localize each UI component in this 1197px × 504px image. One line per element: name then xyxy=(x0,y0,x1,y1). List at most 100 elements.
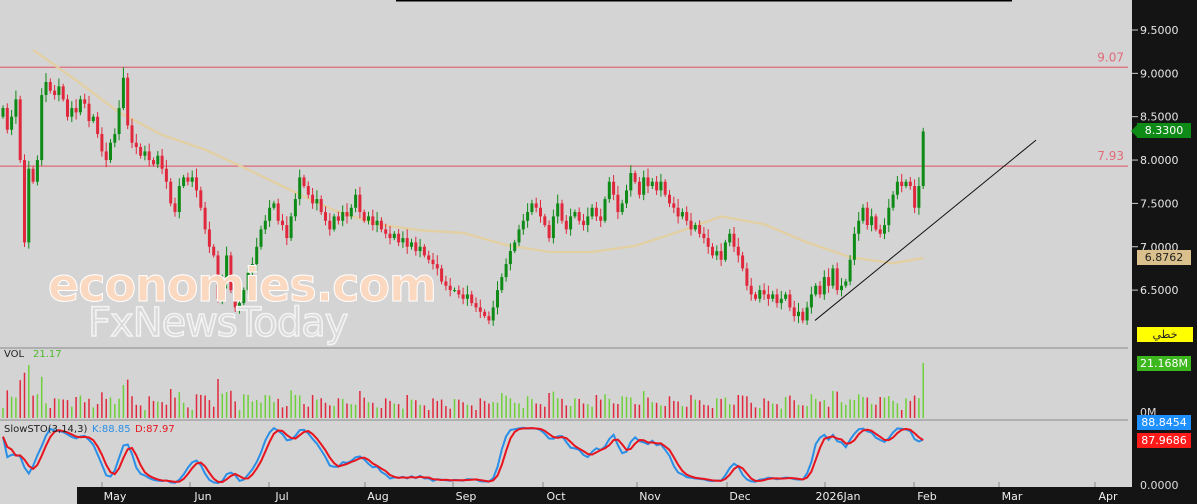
candle-body[interactable] xyxy=(100,134,104,152)
candle-body[interactable] xyxy=(620,203,624,213)
candle-body[interactable] xyxy=(324,212,327,221)
candle-body[interactable] xyxy=(465,294,469,299)
candle-body[interactable] xyxy=(461,294,465,299)
candle-body[interactable] xyxy=(61,86,65,100)
candle-body[interactable] xyxy=(1,108,5,117)
candle-body[interactable] xyxy=(242,290,246,304)
candle-body[interactable] xyxy=(332,216,336,230)
candle-body[interactable] xyxy=(801,311,805,321)
candle-body[interactable] xyxy=(10,116,14,130)
candle-body[interactable] xyxy=(564,220,568,230)
candle-body[interactable] xyxy=(745,268,749,286)
candle-body[interactable] xyxy=(711,246,714,256)
candle-body[interactable] xyxy=(556,203,560,217)
candle-body[interactable] xyxy=(285,225,289,239)
candle-body[interactable] xyxy=(513,242,517,252)
candle-body[interactable] xyxy=(689,220,693,230)
candle-body[interactable] xyxy=(177,186,181,213)
candle-body[interactable] xyxy=(401,238,405,243)
candle-body[interactable] xyxy=(887,207,891,226)
candle-body[interactable] xyxy=(134,142,138,148)
candle-body[interactable] xyxy=(483,311,487,317)
candle-body[interactable] xyxy=(453,290,456,292)
candle-body[interactable] xyxy=(487,316,491,321)
candle-body[interactable] xyxy=(259,229,263,247)
candle-body[interactable] xyxy=(358,194,362,213)
candle-body[interactable] xyxy=(418,246,422,252)
candle-body[interactable] xyxy=(607,181,611,200)
candle-body[interactable] xyxy=(268,207,272,221)
candle-body[interactable] xyxy=(715,251,719,256)
candle-body[interactable] xyxy=(306,186,310,195)
candle-body[interactable] xyxy=(126,77,130,126)
candle-body[interactable] xyxy=(405,238,409,247)
candle-body[interactable] xyxy=(569,216,573,230)
candle-body[interactable] xyxy=(870,216,874,226)
candle-body[interactable] xyxy=(594,207,598,217)
candle-body[interactable] xyxy=(250,264,254,273)
candle-body[interactable] xyxy=(57,86,61,96)
candle-body[interactable] xyxy=(504,264,508,278)
candle-body[interactable] xyxy=(840,285,843,291)
candle-body[interactable] xyxy=(883,225,886,234)
candle-body[interactable] xyxy=(44,82,48,96)
candle-body[interactable] xyxy=(491,307,495,321)
candle-body[interactable] xyxy=(448,285,452,291)
candle-body[interactable] xyxy=(857,220,861,234)
candle-body[interactable] xyxy=(590,207,594,217)
candle-body[interactable] xyxy=(784,294,788,299)
candle-body[interactable] xyxy=(147,151,151,161)
candle-body[interactable] xyxy=(212,246,216,256)
trendline[interactable] xyxy=(814,139,1037,321)
candle-body[interactable] xyxy=(349,207,353,217)
candle-body[interactable] xyxy=(414,242,418,252)
candle-body[interactable] xyxy=(865,207,869,226)
candle-body[interactable] xyxy=(814,285,818,295)
candle-body[interactable] xyxy=(173,203,177,213)
candle-body[interactable] xyxy=(685,212,689,221)
candle-body[interactable] xyxy=(345,212,349,217)
candle-body[interactable] xyxy=(156,155,160,165)
candle-body[interactable] xyxy=(199,190,203,208)
candle-body[interactable] xyxy=(500,277,504,291)
candle-body[interactable] xyxy=(629,173,633,191)
candle-body[interactable] xyxy=(392,233,396,239)
candle-body[interactable] xyxy=(220,281,224,299)
candle-body[interactable] xyxy=(109,142,112,161)
candle-body[interactable] xyxy=(263,220,267,230)
candle-body[interactable] xyxy=(207,229,211,247)
candle-body[interactable] xyxy=(818,285,822,295)
candle-body[interactable] xyxy=(551,216,555,239)
candle-body[interactable] xyxy=(53,90,57,96)
candle-body[interactable] xyxy=(680,212,684,217)
candle-body[interactable] xyxy=(169,181,173,204)
candle-body[interactable] xyxy=(440,268,444,282)
candle-body[interactable] xyxy=(663,181,667,195)
candle-body[interactable] xyxy=(719,251,723,260)
candle-body[interactable] xyxy=(668,194,671,204)
candle-body[interactable] xyxy=(474,303,478,308)
candle-body[interactable] xyxy=(517,229,521,243)
candle-body[interactable] xyxy=(18,99,22,161)
candle-body[interactable] xyxy=(762,290,766,295)
candle-body[interactable] xyxy=(573,212,577,217)
candle-body[interactable] xyxy=(831,268,835,286)
candle-body[interactable] xyxy=(87,103,91,122)
candle-body[interactable] xyxy=(31,168,35,182)
candle-body[interactable] xyxy=(698,225,702,234)
candle-body[interactable] xyxy=(797,311,800,317)
candle-body[interactable] xyxy=(5,108,9,130)
candle-body[interactable] xyxy=(913,186,917,208)
candle-body[interactable] xyxy=(779,298,783,304)
candle-body[interactable] xyxy=(736,246,740,256)
candle-body[interactable] xyxy=(650,181,654,187)
candle-body[interactable] xyxy=(281,220,284,226)
candle-body[interactable] xyxy=(633,173,637,182)
candle-body[interactable] xyxy=(422,246,426,256)
candle-body[interactable] xyxy=(371,216,375,226)
candle-body[interactable] xyxy=(379,220,383,230)
candle-body[interactable] xyxy=(375,220,379,226)
candle-body[interactable] xyxy=(470,294,474,304)
candle-body[interactable] xyxy=(117,108,121,135)
candle-body[interactable] xyxy=(70,108,74,117)
